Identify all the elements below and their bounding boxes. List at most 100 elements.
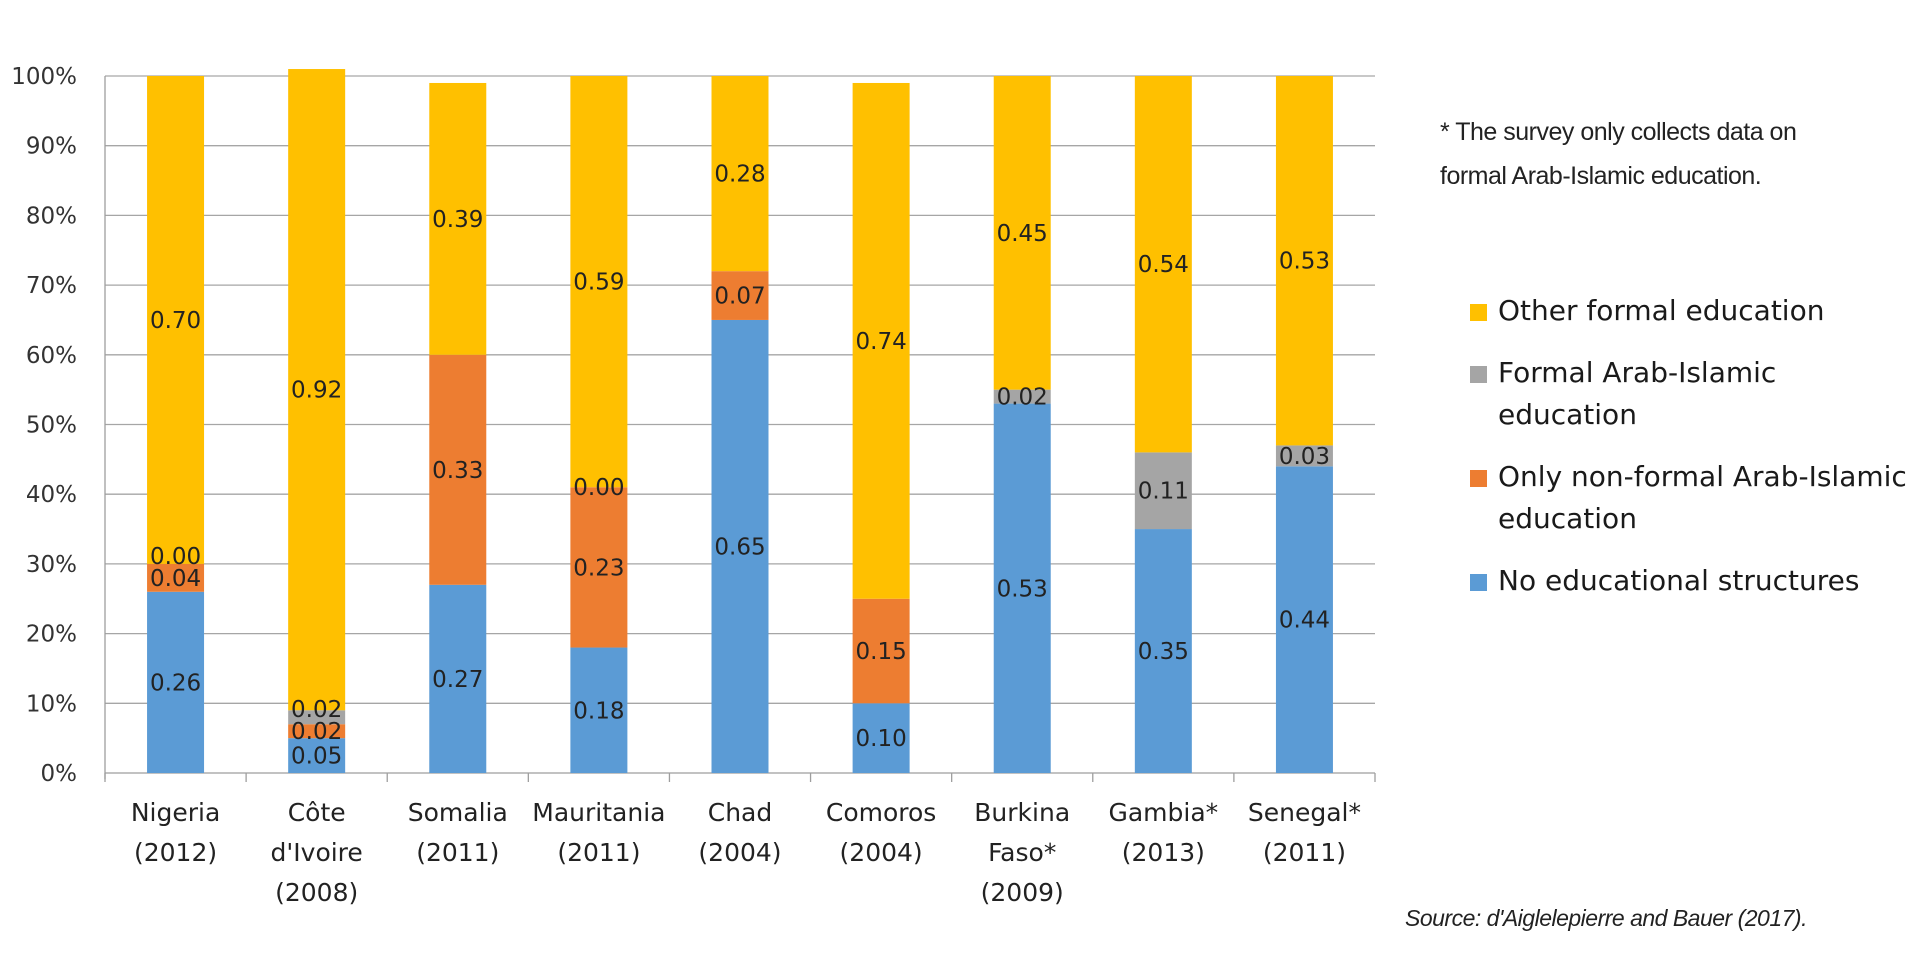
data-label: 0.59 [573,270,624,296]
data-label: 0.07 [714,284,765,310]
x-category-label: Burkina [974,798,1070,827]
x-category-label: (2011) [1263,838,1346,867]
data-label: 0.02 [291,697,342,723]
data-label: 0.54 [1138,252,1189,278]
bar-segment-other-formal-education [570,76,628,488]
stacked-bar-chart: 0% 10% 20% 30% 40% 50% 60% 70% 80% 90% 100% 0.26 0.0… [11,64,1376,907]
x-category-label: (2012) [134,838,217,867]
bar-segment-formal-arab-islamic-education [1275,445,1333,467]
data-label: 0.53 [1279,249,1330,275]
legend-item-other-formal: Other formal education [1470,290,1910,332]
legend-item-formal-arab-islamic: Formal Arab-Islamic education [1470,352,1910,436]
data-label: 0.00 [150,544,201,570]
legend-item-no-structures: No educational structures [1470,560,1910,602]
data-label: 0.70 [150,308,201,334]
x-category-label: (2004) [840,838,923,867]
x-category-label: Nigeria [131,798,220,827]
source-caption: Source: d'Aiglelepierre and Bauer (2017)… [1405,905,1807,931]
data-label: 0.35 [1138,639,1189,665]
y-tick-label: 60% [26,343,77,369]
bar-segment-other-formal-education [1275,76,1333,446]
x-category-label: Gambia* [1108,798,1218,827]
data-label: 0.02 [291,719,342,745]
survey-note: * The survey only collects data on forma… [1440,118,1797,190]
data-label: 0.10 [856,726,907,752]
bar-segment-only-non-formal-arab-islamic-education [852,598,910,704]
bar-segment-other-formal-education [711,76,769,272]
bar-segment-other-formal-education [993,76,1051,390]
bar-segment-no-educational-structures [852,703,910,773]
data-label: 0.45 [997,221,1048,247]
x-category-label: (2011) [557,838,640,867]
bar-segment-other-formal-education [147,76,205,564]
data-label: 0.65 [714,534,765,560]
data-label: 0.15 [856,639,907,665]
legend-item-non-formal: Only non-formal Arab-Islamic education [1470,456,1910,540]
x-category-label: (2009) [981,878,1064,907]
x-category-label: Côte [288,798,346,827]
bar-segment-only-non-formal-arab-islamic-education [711,271,769,320]
data-label: 0.53 [997,576,1048,602]
data-label: 0.44 [1279,608,1330,634]
bar-segment-other-formal-education [288,69,346,711]
bar-segment-no-educational-structures [711,319,769,773]
legend-label-no-structures: No educational structures [1498,564,1860,597]
bar-segment-no-educational-structures [1275,466,1333,773]
data-label: 0.02 [997,385,1048,411]
bar-segment-formal-arab-islamic-education [288,710,346,725]
y-tick-label: 80% [26,203,77,229]
bar-segment-only-non-formal-arab-islamic-education [288,724,346,739]
data-label: 0.27 [432,667,483,693]
bar-segment-other-formal-education [852,82,910,599]
data-label: 0.00 [573,475,624,501]
data-label: 0.92 [291,378,342,404]
y-tick-label: 10% [26,691,77,717]
bar-segment-only-non-formal-arab-islamic-education [570,487,628,648]
x-category-label: Chad [708,798,773,827]
y-tick-label: 50% [26,413,77,439]
legend-swatch-no-structures [1470,574,1487,591]
x-category-label: (2004) [698,838,781,867]
x-category-label: Somalia [408,798,508,827]
x-category-label: d'Ivoire [271,838,363,867]
x-category-label: Mauritania [532,798,665,827]
bar-segment-formal-arab-islamic-education [1134,452,1192,530]
legend-swatch-formal-arab-islamic [1470,366,1487,383]
legend-label-other-formal: Other formal education [1498,294,1825,327]
x-category-label: (2008) [275,878,358,907]
legend-swatch-other-formal [1470,304,1487,321]
data-label: 0.74 [856,329,907,355]
x-category-label: Faso* [988,838,1056,867]
data-label: 0.03 [1279,444,1330,470]
data-label: 0.28 [714,162,765,188]
x-category-label: Senegal* [1248,798,1361,827]
data-label: 0.11 [1138,479,1189,505]
data-label: 0.39 [432,207,483,233]
bar-segment-no-educational-structures [1134,529,1192,773]
bar-segment-no-educational-structures [288,738,346,773]
legend-label-formal-arab-islamic: Formal Arab-Islamic education [1498,356,1777,431]
y-tick-label: 100% [11,64,77,90]
y-tick-label: 90% [26,134,77,160]
bar-segment-only-non-formal-arab-islamic-education [147,563,205,592]
legend-label-non-formal: Only non-formal Arab-Islamic education [1498,460,1907,535]
bar-segment-no-educational-structures [570,647,628,773]
legend-swatch-non-formal [1470,470,1487,487]
y-tick-label: 0% [41,761,78,787]
bar-segment-other-formal-education [429,82,487,355]
x-category-label: (2011) [416,838,499,867]
bar-segment-no-educational-structures [147,591,205,773]
data-label: 0.33 [432,458,483,484]
y-tick-label: 20% [26,622,77,648]
data-label: 0.23 [573,555,624,581]
data-label: 0.05 [291,744,342,770]
bar-segment-other-formal-education [1134,76,1192,453]
bar-segment-formal-arab-islamic-education [993,389,1051,404]
bar-segment-no-educational-structures [993,403,1051,773]
y-tick-label: 30% [26,552,77,578]
x-category-label: (2013) [1122,838,1205,867]
data-label: 0.26 [150,670,201,696]
x-category-label: Comoros [826,798,936,827]
data-label: 0.04 [150,566,201,592]
y-tick-label: 40% [26,482,77,508]
